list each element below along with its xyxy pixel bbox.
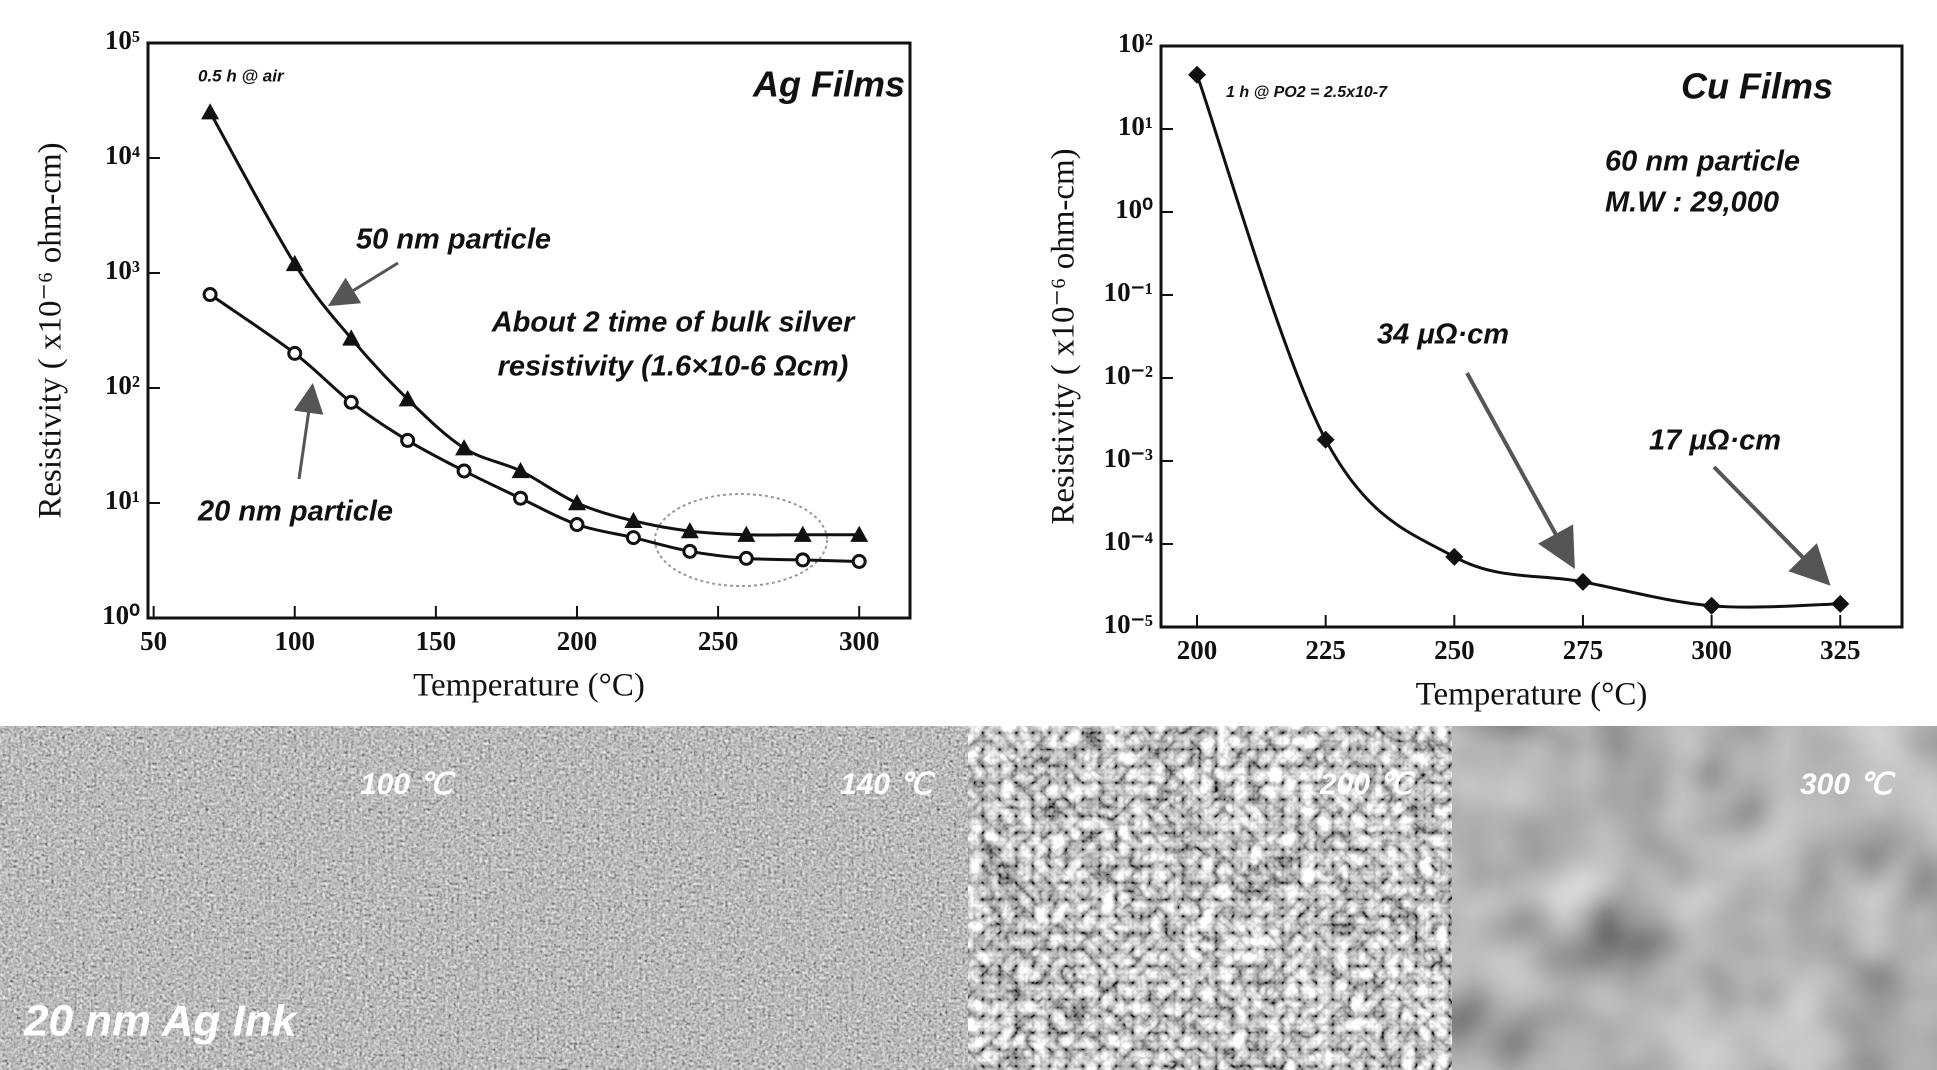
y-axis-title: Resistivity ( x10⁻⁶ ohm-cm): [33, 142, 69, 518]
annotation: M.W : 29,000: [1605, 187, 1779, 219]
image-label: 300 ℃: [1800, 768, 1896, 801]
data-point: [398, 390, 417, 407]
y-tick-label: 10²: [1118, 28, 1153, 58]
x-tick-label: 50: [140, 626, 167, 656]
x-tick-label: 100: [275, 626, 316, 656]
arrow: [327, 261, 399, 307]
data-point: [680, 522, 699, 539]
x-tick-label: 225: [1305, 635, 1346, 665]
x-tick-label: 300: [1691, 635, 1732, 665]
annotation: 0.5 h @ air: [198, 66, 285, 85]
x-tick-label: 275: [1563, 635, 1604, 665]
annotation: Cu Films: [1681, 66, 1833, 107]
x-tick-label: 150: [416, 626, 457, 656]
image-caption: 20 nm Ag Ink: [23, 997, 299, 1046]
annotation: Ag Films: [752, 64, 905, 105]
data-point: [738, 550, 754, 566]
data-point: [511, 461, 530, 479]
data-point: [567, 494, 586, 511]
x-tick-label: 250: [1434, 635, 1475, 665]
plot-frame: [1159, 44, 1904, 629]
y-tick-label: 10¹: [105, 485, 140, 515]
data-point: [1316, 430, 1335, 449]
y-tick-label: 10³: [105, 255, 140, 285]
y-tick-label: 10⁰: [1115, 194, 1153, 224]
annotation: About 2 time of bulk silver: [491, 307, 856, 339]
sem-image: [484, 726, 968, 1070]
data-point: [1831, 594, 1850, 613]
y-tick-label: 10⁻¹: [1104, 277, 1153, 307]
y-tick-label: 10⁵: [105, 25, 140, 55]
sem-panel: 100 ℃ 140 ℃ 200 ℃ 300 ℃ 20 nm Ag Ink: [0, 726, 1937, 1070]
y-tick-label: 10⁻⁵: [1104, 609, 1153, 639]
data-point: [513, 490, 529, 506]
data-point: [201, 103, 220, 120]
y-tick-label: 10¹: [1118, 111, 1153, 141]
plot-frame: [146, 41, 912, 620]
sem-image: [0, 726, 484, 1070]
y-tick-label: 10²: [105, 370, 140, 400]
x-tick-label: 200: [557, 626, 598, 656]
data-point: [456, 463, 472, 479]
arrow: [1712, 465, 1831, 586]
data-point: [569, 517, 585, 533]
arrow: [1465, 372, 1575, 570]
data-point: [342, 329, 361, 346]
y-tick-label: 10⁻³: [1104, 443, 1153, 473]
data-point: [1702, 596, 1721, 615]
data-point: [624, 511, 643, 529]
y-tick-label: 10⁻⁴: [1104, 526, 1153, 556]
highlight-ellipse: [654, 493, 828, 587]
data-point: [795, 552, 811, 568]
annotation: 60 nm particle: [1605, 146, 1800, 178]
sem-image: [1452, 726, 1937, 1070]
y-axis-title: Resistivity ( x10⁻⁶ ohm-cm): [1046, 148, 1082, 524]
series-label: 20 nm particle: [197, 496, 393, 528]
data-point: [400, 432, 416, 448]
data-point: [343, 394, 359, 410]
annotation: 34 μΩ·cm: [1377, 319, 1509, 351]
layout-marks: [293, 261, 1831, 587]
series-label: 50 nm particle: [356, 224, 551, 256]
annotation: resistivity (1.6×10-6 Ωcm): [498, 351, 849, 383]
data-point: [851, 553, 867, 569]
data-point: [1573, 572, 1592, 591]
y-tick-label: 10⁴: [105, 140, 140, 170]
data-point: [202, 287, 218, 303]
data-point: [625, 530, 641, 546]
image-label: 140 ℃: [840, 768, 936, 801]
data-point: [737, 525, 756, 542]
data-point: [285, 254, 304, 272]
image-label: 200 ℃: [1319, 768, 1416, 801]
arrow: [293, 383, 324, 480]
x-axis-title: Temperature (°C): [1416, 677, 1648, 713]
y-tick-label: 10⁰: [102, 600, 140, 630]
x-tick-label: 200: [1177, 635, 1218, 665]
image-label: 100 ℃: [360, 768, 456, 801]
x-tick-label: 250: [698, 626, 739, 656]
x-tick-label: 325: [1820, 635, 1861, 665]
x-tick-label: 300: [839, 626, 880, 656]
data-point: [850, 525, 869, 542]
data-point: [682, 543, 698, 559]
data-point: [287, 345, 303, 361]
data-point: [1445, 547, 1464, 566]
y-tick-label: 10⁻²: [1104, 360, 1153, 390]
annotation: 1 h @ PO2 = 2.5x10-7: [1226, 84, 1388, 101]
sem-image: [968, 726, 1452, 1070]
annotation: 17 μΩ·cm: [1649, 425, 1781, 457]
data-point: [793, 525, 812, 542]
data-point: [455, 439, 474, 456]
x-axis-title: Temperature (°C): [413, 668, 645, 704]
data-point: [1188, 65, 1207, 84]
